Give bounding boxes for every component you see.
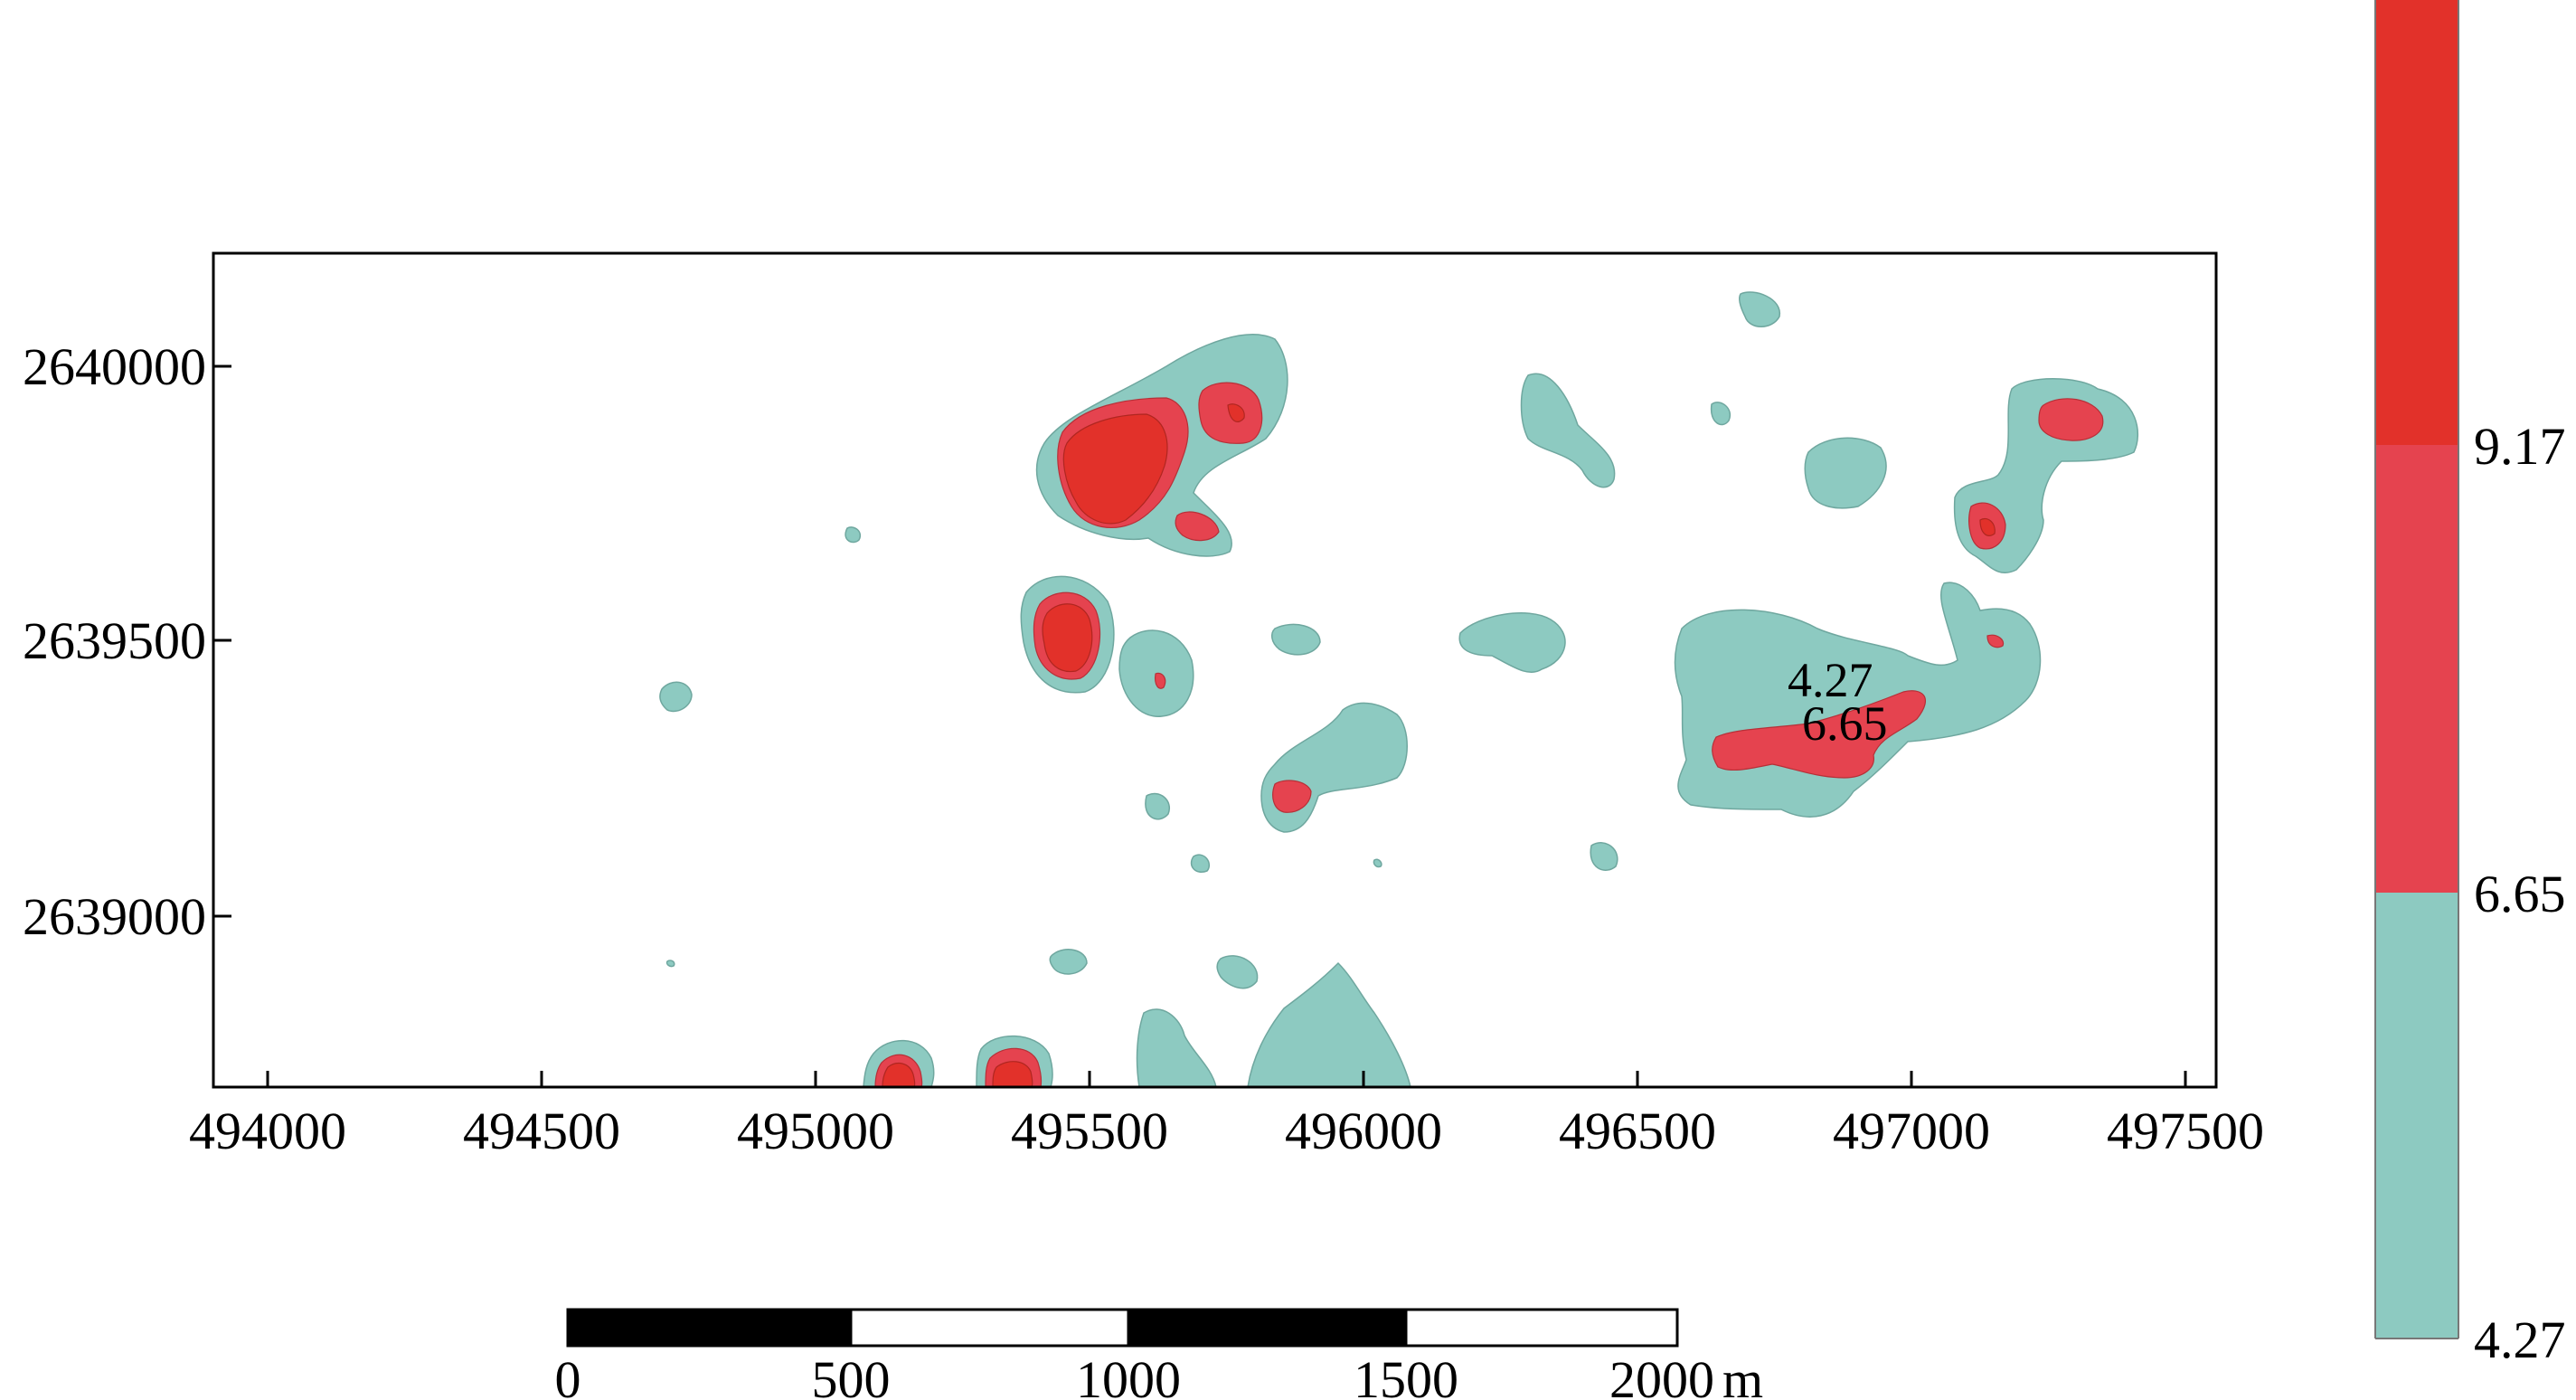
legend-label-mid: 6.65 — [2474, 865, 2566, 923]
scale-bar: 0 500 1000 1500 2000 m — [555, 1308, 1763, 1400]
x-tick-label: 495000 — [737, 1102, 894, 1160]
x-tick-label: 497000 — [1833, 1102, 1990, 1160]
high-band-regions — [882, 403, 1996, 1087]
scale-label: 2000 — [1609, 1350, 1714, 1400]
x-axis — [266, 1071, 2187, 1087]
scale-segment — [568, 1310, 851, 1346]
scale-unit: m — [1722, 1350, 1763, 1400]
contour-label-mid: 6.65 — [1802, 696, 1888, 751]
x-tick-label: 494500 — [463, 1102, 620, 1160]
x-tick-label: 497500 — [2107, 1102, 2264, 1160]
legend-swatch-low — [2375, 893, 2458, 1339]
y-tick-label: 2639000 — [23, 887, 206, 946]
legend-label-low: 4.27 — [2474, 1310, 2566, 1369]
scale-segment — [849, 1308, 1130, 1348]
scale-label: 1500 — [1354, 1350, 1458, 1400]
y-tick-labels: 2640000 2639500 2639000 — [23, 337, 206, 946]
legend-swatch-mid — [2375, 445, 2458, 893]
x-tick-label: 495500 — [1011, 1102, 1168, 1160]
plot-frame — [212, 251, 2218, 1089]
x-tick-label: 494000 — [189, 1102, 346, 1160]
scale-label: 1000 — [1076, 1350, 1181, 1400]
x-tick-label: 496000 — [1285, 1102, 1442, 1160]
scale-label: 0 — [555, 1350, 581, 1400]
x-tick-labels: 494000 494500 495000 495500 496000 49650… — [189, 1102, 2264, 1160]
y-tick-label: 2639500 — [23, 611, 206, 670]
legend-label-high: 9.17 — [2474, 417, 2566, 476]
scale-label: 500 — [812, 1350, 891, 1400]
low-band-regions — [659, 291, 2139, 1087]
y-axis — [213, 364, 231, 918]
contour-label-low: 4.27 — [1788, 653, 1873, 707]
contour-regions — [659, 291, 2139, 1087]
legend-swatch-high — [2375, 0, 2458, 445]
x-tick-label: 496500 — [1559, 1102, 1716, 1160]
y-tick-label: 2640000 — [23, 337, 206, 396]
scale-segment — [1128, 1310, 1406, 1346]
scale-segment — [1404, 1308, 1679, 1348]
scale-frame — [566, 1308, 1679, 1348]
legend: 9.17 6.65 4.27 — [2374, 0, 2566, 1369]
